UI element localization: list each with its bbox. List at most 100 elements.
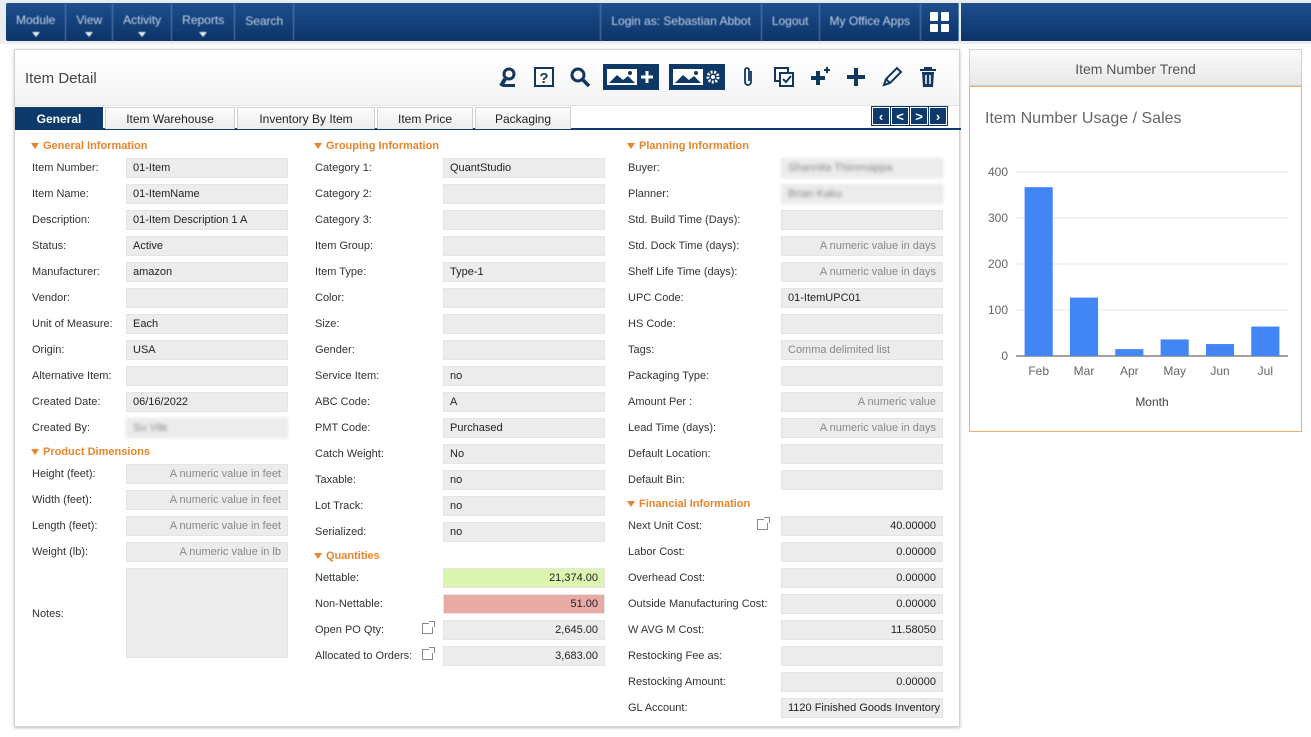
copy-icon[interactable] xyxy=(771,64,797,90)
lot-track-field[interactable]: no xyxy=(443,496,605,516)
tab-item-price[interactable]: Item Price xyxy=(377,107,473,129)
serialized-field[interactable]: no xyxy=(443,522,605,542)
tab-general[interactable]: General xyxy=(15,107,103,129)
buyer-field[interactable]: Shannita Thimmappa xyxy=(781,158,943,178)
tab-packaging[interactable]: Packaging xyxy=(475,107,571,129)
catch-weight-field[interactable]: No xyxy=(443,444,605,464)
usage-bar-chart: 0 100 200 300 400 Feb Mar Apr May Jun Jul Month xyxy=(988,165,1288,409)
caret-down-icon xyxy=(31,32,40,37)
shelf-life-field[interactable]: A numeric value in days xyxy=(781,262,943,282)
build-time-field[interactable] xyxy=(781,210,943,230)
taxable-field[interactable]: no xyxy=(443,470,605,490)
prev-tab-icon[interactable]: < xyxy=(890,106,910,126)
created-date-field[interactable]: 06/16/2022 xyxy=(126,392,288,412)
nettable-label: Nettable: xyxy=(315,572,360,584)
tab-inventory-by-item[interactable]: Inventory By Item xyxy=(237,107,375,129)
status-field[interactable]: Active xyxy=(126,236,288,256)
uom-field[interactable]: Each xyxy=(126,314,288,334)
upc-field[interactable]: 01-ItemUPC01 xyxy=(781,288,943,308)
tab-item-warehouse[interactable]: Item Warehouse xyxy=(105,107,235,129)
item-type-row: Item Type: Type-1 xyxy=(312,260,607,286)
description-label: Description: xyxy=(32,214,91,226)
my-office-apps-link[interactable]: My Office Apps xyxy=(820,3,921,41)
cat2-field[interactable] xyxy=(443,184,605,204)
length-field[interactable]: A numeric value in feet xyxy=(126,516,288,536)
packaging-type-field[interactable] xyxy=(781,366,943,386)
last-tab-icon[interactable]: › xyxy=(928,106,948,126)
pmt-code-field[interactable]: Purchased xyxy=(443,418,605,438)
restock-amount-field[interactable]: 0.00000 xyxy=(781,672,943,692)
cat2-row: Category 2: xyxy=(312,182,607,208)
next-unit-cost-field[interactable]: 40.00000 xyxy=(781,516,943,536)
dock-time-field[interactable]: A numeric value in days xyxy=(781,236,943,256)
bar xyxy=(1160,339,1189,356)
external-link-icon[interactable] xyxy=(422,621,435,634)
width-field[interactable]: A numeric value in feet xyxy=(126,490,288,510)
uom-row: Unit of Measure: Each xyxy=(29,312,289,338)
color-field[interactable] xyxy=(443,288,605,308)
notes-field[interactable] xyxy=(126,568,288,658)
cat3-field[interactable] xyxy=(443,210,605,230)
default-bin-field[interactable] xyxy=(781,470,943,490)
gender-field[interactable] xyxy=(443,340,605,360)
vendor-field[interactable] xyxy=(126,288,288,308)
restock-fee-row: Restocking Fee as: xyxy=(625,644,945,670)
default-bin-label: Default Bin: xyxy=(628,474,685,486)
gl-account-field[interactable]: 1120 Finished Goods Inventory xyxy=(781,698,943,718)
item-group-field[interactable] xyxy=(443,236,605,256)
panel-header: Item Detail ? xyxy=(15,50,959,106)
default-location-field[interactable] xyxy=(781,444,943,464)
overhead-cost-field[interactable]: 0.00000 xyxy=(781,568,943,588)
item-type-field[interactable]: Type-1 xyxy=(443,262,605,282)
nav-view[interactable]: View xyxy=(66,3,114,41)
image-settings-icon[interactable] xyxy=(669,64,725,90)
description-field[interactable]: 01-Item Description 1 A xyxy=(126,210,288,230)
nav-reports[interactable]: Reports xyxy=(172,3,236,41)
attachment-icon[interactable] xyxy=(735,64,761,90)
planner-field[interactable]: Brian Kaku xyxy=(781,184,943,204)
abc-code-field[interactable]: A xyxy=(443,392,605,412)
outside-mfg-row: Outside Manufacturing Cost: 0.00000 xyxy=(625,592,945,618)
section-financial-title: Financial Information xyxy=(625,494,945,514)
add-icon[interactable] xyxy=(843,64,869,90)
next-tab-icon[interactable]: > xyxy=(909,106,929,126)
edit-icon[interactable] xyxy=(879,64,905,90)
manufacturer-field[interactable]: amazon xyxy=(126,262,288,282)
open-po-label: Open PO Qty: xyxy=(315,624,385,636)
hs-code-field[interactable] xyxy=(781,314,943,334)
service-item-field[interactable]: no xyxy=(443,366,605,386)
labor-cost-field[interactable]: 0.00000 xyxy=(781,542,943,562)
nav-module[interactable]: Module xyxy=(6,3,67,41)
wavg-field[interactable]: 11.58050 xyxy=(781,620,943,640)
item-name-field[interactable]: 01-ItemName xyxy=(126,184,288,204)
amount-per-field[interactable]: A numeric value xyxy=(781,392,943,412)
help-icon[interactable]: ? xyxy=(531,64,557,90)
weight-field[interactable]: A numeric value in lb xyxy=(126,542,288,562)
user-search-icon[interactable] xyxy=(495,64,521,90)
origin-label: Origin: xyxy=(32,344,65,356)
height-field[interactable]: A numeric value in feet xyxy=(126,464,288,484)
nav-search[interactable]: Search xyxy=(235,3,295,41)
external-link-icon[interactable] xyxy=(422,647,435,660)
search-icon[interactable] xyxy=(567,64,593,90)
apps-grid-icon[interactable] xyxy=(921,3,959,41)
cat1-field[interactable]: QuantStudio xyxy=(443,158,605,178)
restock-fee-field[interactable] xyxy=(781,646,943,666)
add-special-icon[interactable] xyxy=(807,64,833,90)
lead-time-field[interactable]: A numeric value in days xyxy=(781,418,943,438)
first-tab-icon[interactable]: ‹ xyxy=(871,106,891,126)
nav-activity[interactable]: Activity xyxy=(113,3,173,41)
tags-label: Tags: xyxy=(628,344,655,356)
add-image-icon[interactable] xyxy=(603,64,659,90)
item-number-field[interactable]: 01-Item xyxy=(126,158,288,178)
logout-link[interactable]: Logout xyxy=(762,3,820,41)
external-link-icon[interactable] xyxy=(757,517,770,530)
tags-field[interactable]: Comma delimited list xyxy=(781,340,943,360)
delete-icon[interactable] xyxy=(915,64,941,90)
default-location-label: Default Location: xyxy=(628,448,711,460)
created-by-field[interactable]: Su Vile xyxy=(126,418,288,438)
size-field[interactable] xyxy=(443,314,605,334)
origin-field[interactable]: USA xyxy=(126,340,288,360)
outside-mfg-field[interactable]: 0.00000 xyxy=(781,594,943,614)
alt-item-field[interactable] xyxy=(126,366,288,386)
